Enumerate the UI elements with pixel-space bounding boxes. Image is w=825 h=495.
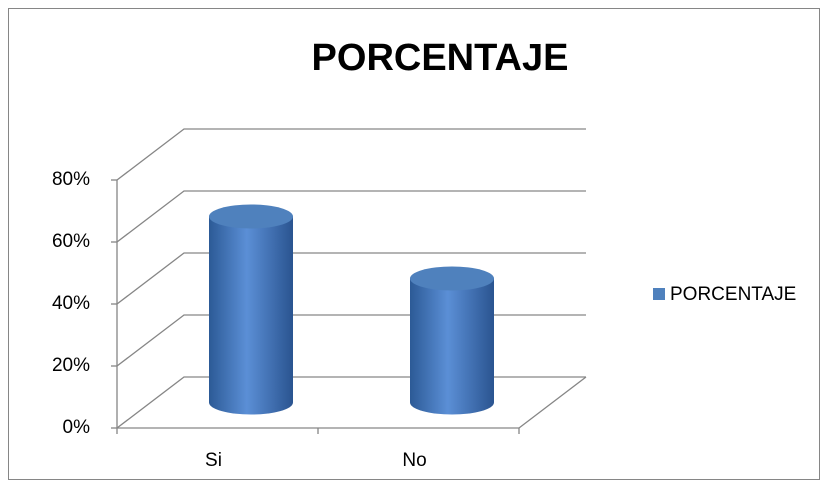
bar	[209, 216, 293, 415]
chart-title: PORCENTAJE	[312, 37, 569, 79]
x-tick-label: No	[402, 450, 426, 471]
y-tick-label: 40%	[52, 293, 90, 314]
y-tick-label: 80%	[52, 169, 90, 190]
bar-top	[209, 204, 293, 229]
chart-border	[8, 8, 820, 480]
grid-line	[116, 128, 586, 181]
legend-label: PORCENTAJE	[670, 284, 796, 305]
y-tick-label: 60%	[52, 231, 90, 252]
grid-line	[116, 252, 586, 305]
grid-line	[116, 190, 586, 243]
bar	[410, 278, 494, 415]
bar-top	[410, 266, 494, 291]
cylinder	[410, 266, 494, 415]
y-tick-label: 20%	[52, 355, 90, 376]
cylinder	[209, 204, 293, 415]
x-tick-label: Si	[205, 450, 222, 471]
legend-swatch	[653, 288, 665, 300]
y-tick-label: 0%	[63, 417, 91, 438]
